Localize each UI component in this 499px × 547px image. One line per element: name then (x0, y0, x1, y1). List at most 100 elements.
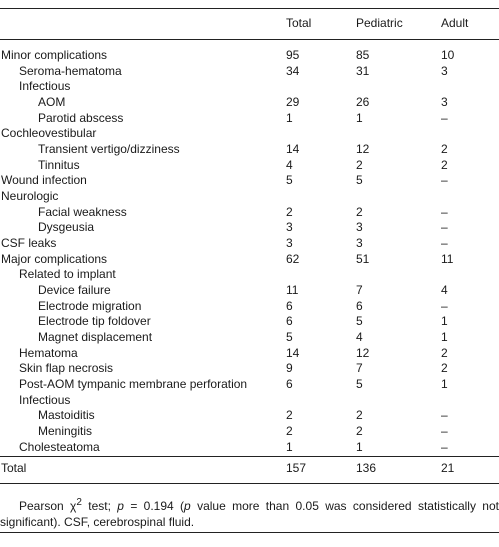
total-row: Total 157 136 21 (0, 461, 499, 477)
table-top-rule (0, 8, 499, 9)
footnote-p-symbol: p (117, 499, 124, 513)
table-row: Mastoiditis 2 2 – (0, 408, 499, 424)
row-total: 95 (286, 48, 300, 62)
total-label: Total (1, 461, 27, 475)
table-footnote: Pearson χ2 test; p = 0.194 (p value more… (0, 495, 499, 530)
row-adult: 2 (441, 361, 448, 376)
table-row: Wound infection 5 5 – (0, 173, 499, 189)
row-adult: – (441, 204, 448, 219)
footnote-superscript: 2 (76, 497, 82, 508)
total-rule (0, 456, 499, 457)
row-total: 14 (286, 142, 300, 157)
row-adult: 2 (441, 157, 448, 172)
row-label: Post-AOM tympanic membrane perforation (19, 377, 248, 392)
header-total: Total (286, 16, 312, 30)
row-pediatric: 26 (356, 95, 370, 109)
table-row: Neurologic (0, 189, 499, 205)
row-adult: – (441, 439, 448, 454)
row-pediatric: 5 (356, 377, 363, 392)
row-adult: 10 (441, 48, 455, 62)
total-pediatric: 136 (356, 461, 377, 475)
row-label: Dysgeusia (38, 220, 95, 235)
row-adult: 1 (441, 330, 448, 345)
table-bottom-rule (0, 483, 499, 484)
table-row: Transient vertigo/dizziness 14 12 2 (0, 142, 499, 158)
row-adult: – (441, 236, 448, 251)
row-adult: 2 (441, 142, 448, 157)
row-pediatric: 1 (356, 110, 363, 125)
table-row: Minor complications 95 85 10 (0, 48, 499, 64)
row-label: Facial weakness (38, 204, 127, 219)
row-total: 6 (286, 377, 293, 392)
row-label: Parotid abscess (38, 110, 124, 125)
row-total: 4 (286, 157, 293, 172)
row-total: 1 (286, 439, 293, 454)
row-label: Neurologic (1, 189, 59, 204)
row-total: 2 (286, 424, 293, 439)
footnote-text-4: value more than 0.05 was considered stat… (0, 499, 499, 529)
footnote-p-symbol-2: p (184, 499, 191, 513)
row-total: 6 (286, 298, 293, 313)
table-row: Infectious (0, 79, 499, 95)
row-pediatric: 2 (356, 424, 363, 439)
row-pediatric: 3 (356, 236, 363, 251)
table-row: Related to implant (0, 267, 499, 283)
header-pediatric: Pediatric (356, 16, 403, 30)
row-total: 5 (286, 173, 293, 188)
row-adult: – (441, 173, 448, 188)
row-label: Tinnitus (38, 157, 80, 172)
row-pediatric: 7 (356, 283, 363, 298)
row-label: Electrode tip foldover (38, 314, 151, 329)
row-adult: 1 (441, 377, 448, 392)
row-label: AOM (38, 95, 66, 109)
footnote-text-3: = 0.194 ( (123, 499, 185, 513)
row-label: Major complications (1, 251, 108, 266)
footnote-bottom-rule (0, 532, 499, 533)
table-row: Parotid abscess 1 1 – (0, 111, 499, 127)
row-adult: – (441, 110, 448, 125)
row-total: 34 (286, 63, 300, 78)
row-pediatric: 4 (356, 330, 363, 345)
header-adult: Adult (441, 16, 469, 30)
row-label: Device failure (38, 283, 111, 298)
table-row: Electrode tip foldover 6 5 1 (0, 314, 499, 330)
row-label: Electrode migration (38, 298, 142, 313)
row-total: 14 (286, 345, 300, 360)
table-row: Meningitis 2 2 – (0, 424, 499, 440)
footnote-text-1: Pearson χ (19, 499, 77, 513)
row-total: 1 (286, 110, 293, 125)
table-row: Electrode migration 6 6 – (0, 299, 499, 315)
row-pediatric: 7 (356, 361, 363, 376)
row-label: Seroma-hematoma (19, 63, 122, 78)
row-label: Infectious (19, 392, 71, 407)
row-pediatric: 6 (356, 298, 363, 313)
table-row: Seroma-hematoma 34 31 3 (0, 64, 499, 80)
table-row: Dysgeusia 3 3 – (0, 220, 499, 236)
row-adult: 4 (441, 283, 448, 298)
row-total: 6 (286, 314, 293, 329)
table-row: CSF leaks 3 3 – (0, 236, 499, 252)
row-total: 9 (286, 361, 293, 376)
row-label: Related to implant (19, 267, 116, 282)
table-row: Infectious (0, 393, 499, 409)
table-row: AOM 29 26 3 (0, 95, 499, 111)
row-adult: 1 (441, 314, 448, 329)
row-adult: – (441, 220, 448, 235)
row-label: Wound infection (1, 173, 87, 188)
row-pediatric: 1 (356, 439, 363, 454)
row-adult: – (441, 408, 448, 423)
row-pediatric: 5 (356, 173, 363, 188)
table-row: Device failure 11 7 4 (0, 283, 499, 299)
footnote-text-2: test; (81, 499, 118, 513)
row-adult: 3 (441, 63, 448, 78)
total-total: 157 (286, 461, 307, 475)
row-total: 3 (286, 236, 293, 251)
row-total: 62 (286, 251, 300, 266)
row-pediatric: 2 (356, 157, 363, 172)
row-label: Mastoiditis (38, 408, 95, 423)
row-label: Skin flap necrosis (19, 361, 114, 376)
row-pediatric: 31 (356, 63, 370, 78)
table-row: Magnet displacement 5 4 1 (0, 330, 499, 346)
row-label: Infectious (19, 79, 71, 94)
